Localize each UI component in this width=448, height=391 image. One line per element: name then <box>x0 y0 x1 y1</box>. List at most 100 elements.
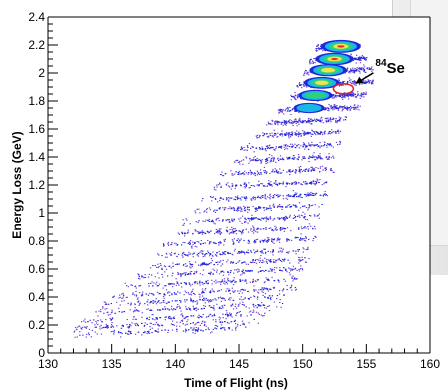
data-point <box>214 223 216 225</box>
data-point <box>85 336 87 338</box>
data-point <box>158 254 160 256</box>
data-point <box>319 155 321 157</box>
data-point <box>242 229 245 231</box>
data-point <box>264 195 267 197</box>
data-point <box>338 132 340 134</box>
data-point <box>294 171 296 173</box>
data-point <box>277 172 279 174</box>
data-point <box>185 328 187 330</box>
data-point <box>304 257 306 259</box>
data-point <box>93 319 95 321</box>
data-point <box>289 174 291 176</box>
data-point <box>260 162 262 164</box>
data-point <box>295 170 298 172</box>
data-point <box>278 239 280 241</box>
data-point <box>233 320 236 322</box>
data-point <box>184 317 187 319</box>
data-point <box>219 321 222 323</box>
data-point <box>246 145 249 147</box>
data-point <box>313 131 315 133</box>
data-point <box>308 204 310 206</box>
data-point <box>249 187 251 189</box>
data-point <box>219 233 221 235</box>
data-point <box>317 133 319 135</box>
data-point <box>254 155 256 157</box>
data-point <box>283 288 285 290</box>
data-point <box>196 246 198 248</box>
data-point <box>206 263 208 265</box>
data-point <box>253 249 255 251</box>
data-point <box>195 212 197 214</box>
data-point <box>279 112 281 114</box>
data-point <box>248 220 251 222</box>
data-point <box>293 155 295 157</box>
data-point <box>315 130 317 132</box>
data-point <box>130 332 132 334</box>
data-point <box>166 256 168 258</box>
data-point <box>160 264 162 266</box>
data-point <box>159 293 161 295</box>
data-point <box>275 229 277 231</box>
data-point <box>307 195 310 197</box>
data-point <box>225 219 228 221</box>
isotope-band <box>213 178 328 191</box>
data-point <box>185 265 187 267</box>
data-point <box>360 93 362 95</box>
data-point <box>350 82 352 84</box>
data-point <box>221 279 223 281</box>
data-point <box>369 80 372 82</box>
data-point <box>228 199 230 201</box>
data-point <box>227 314 229 317</box>
data-point <box>230 321 233 323</box>
data-point <box>243 205 245 207</box>
data-point <box>263 261 265 263</box>
data-point <box>352 106 354 108</box>
data-point <box>237 238 239 240</box>
data-point <box>276 217 279 219</box>
data-point <box>94 331 96 333</box>
data-point <box>319 153 321 155</box>
data-point <box>275 181 277 183</box>
data-point <box>306 73 308 75</box>
data-point <box>256 279 259 281</box>
data-point <box>241 251 243 253</box>
data-point <box>308 223 311 225</box>
data-point <box>181 254 183 256</box>
data-point <box>253 227 255 229</box>
data-point <box>264 257 266 259</box>
data-point <box>294 143 296 145</box>
data-point <box>286 285 288 287</box>
data-point <box>193 307 195 309</box>
data-point <box>135 295 138 297</box>
data-point <box>290 122 292 124</box>
data-point <box>300 134 302 136</box>
data-point <box>219 307 221 309</box>
data-point <box>274 149 276 151</box>
data-point <box>328 158 330 160</box>
data-point <box>230 197 233 199</box>
data-point <box>248 240 250 242</box>
data-point <box>248 182 250 184</box>
data-point <box>357 57 359 59</box>
data-point <box>242 251 244 253</box>
data-point <box>120 332 122 334</box>
data-point <box>231 239 234 241</box>
data-point <box>218 182 221 184</box>
data-point <box>198 220 200 222</box>
data-point <box>303 133 305 135</box>
data-point <box>298 195 300 197</box>
data-point <box>224 283 226 285</box>
data-point <box>205 209 208 211</box>
data-point <box>265 277 267 279</box>
data-point <box>294 216 297 218</box>
data-point <box>265 161 267 163</box>
data-point <box>245 196 247 198</box>
data-point <box>258 313 260 315</box>
data-point <box>203 305 205 307</box>
data-point <box>199 212 201 214</box>
data-point <box>294 171 296 173</box>
data-point <box>139 284 142 286</box>
data-point <box>316 180 318 182</box>
data-point <box>250 171 252 173</box>
data-point <box>192 253 194 255</box>
